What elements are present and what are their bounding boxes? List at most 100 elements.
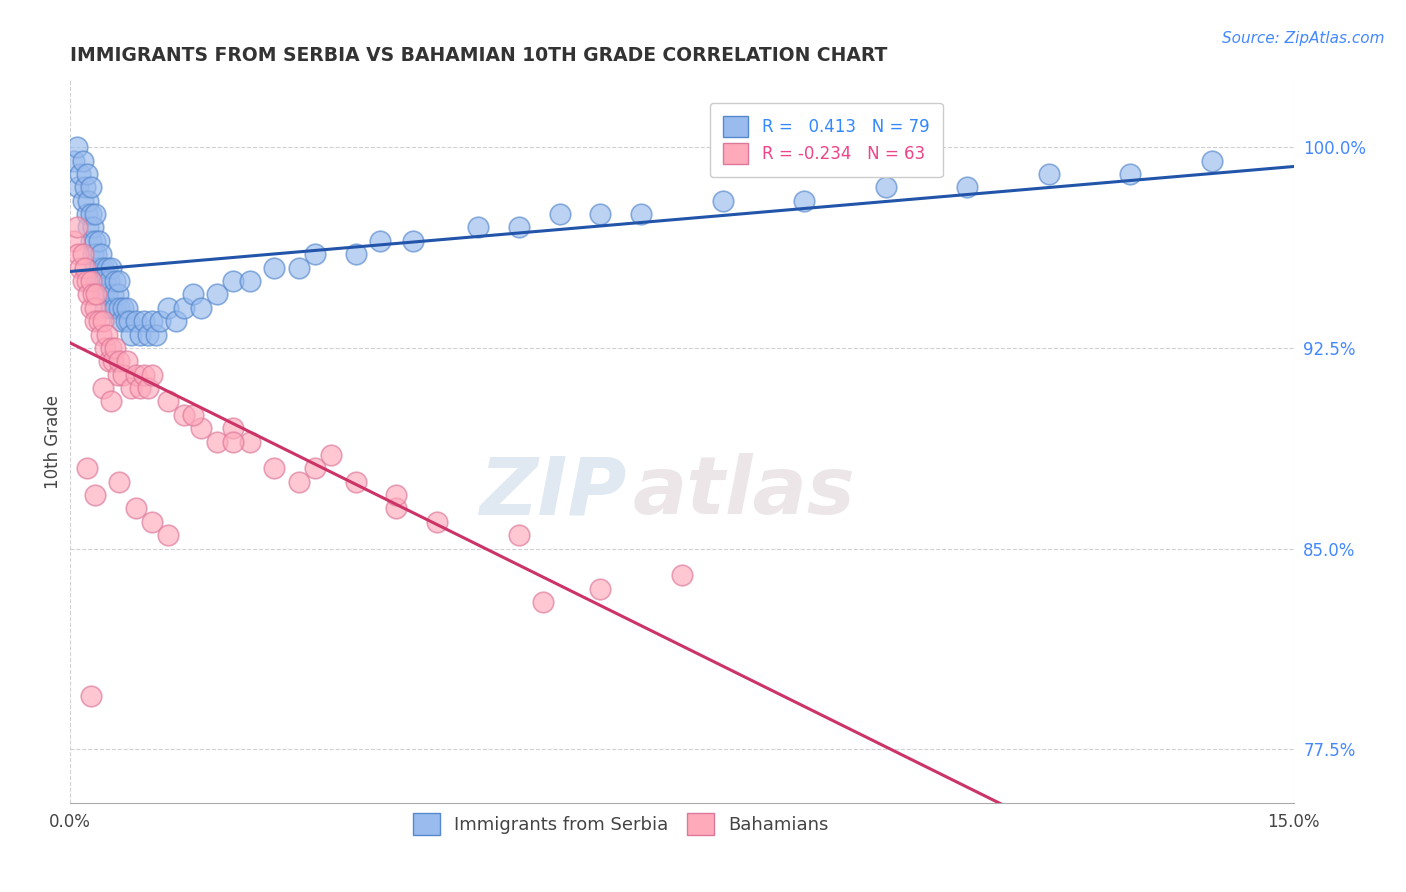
Point [121, 381, 143, 395]
Point [793, 194, 815, 208]
Y-axis label: 10th Grade: 10th Grade [44, 394, 62, 489]
Point [875, 180, 897, 194]
Legend: Immigrants from Serbia, Bahamians: Immigrants from Serbia, Bahamians [404, 805, 838, 845]
Point [83, 314, 105, 328]
Point [128, 381, 150, 395]
Point [79, 180, 103, 194]
Point [66, 140, 89, 154]
Point [91, 381, 114, 395]
Point [86, 287, 108, 301]
Point [76, 167, 98, 181]
Point [287, 475, 309, 489]
Point [385, 501, 408, 516]
Point [107, 368, 129, 382]
Point [67, 180, 90, 194]
Point [76, 207, 98, 221]
Point [110, 314, 132, 328]
Point [87, 314, 110, 328]
Point [205, 287, 228, 301]
Point [136, 327, 159, 342]
Point [117, 354, 139, 368]
Point [98, 354, 121, 368]
Point [132, 368, 155, 382]
Point [321, 448, 343, 462]
Point [181, 408, 204, 422]
Point [83, 488, 105, 502]
Point [77, 287, 100, 301]
Point [72, 194, 94, 208]
Point [76, 461, 98, 475]
Point [101, 287, 124, 301]
Point [1201, 153, 1223, 168]
Point [82, 287, 104, 301]
Point [91, 260, 114, 275]
Point [157, 394, 180, 409]
Point [181, 287, 204, 301]
Point [190, 421, 212, 435]
Point [63, 234, 86, 248]
Point [157, 301, 180, 315]
Point [165, 314, 187, 328]
Point [508, 528, 530, 542]
Point [149, 314, 172, 328]
Point [671, 568, 693, 582]
Point [91, 314, 114, 328]
Point [98, 274, 121, 288]
Point [72, 153, 94, 168]
Text: atlas: atlas [633, 453, 856, 531]
Point [222, 434, 245, 449]
Point [173, 408, 195, 422]
Text: Source: ZipAtlas.com: Source: ZipAtlas.com [1222, 31, 1385, 46]
Point [100, 341, 122, 355]
Point [100, 394, 122, 409]
Point [145, 327, 167, 342]
Text: ZIP: ZIP [479, 453, 627, 531]
Point [66, 220, 89, 235]
Point [91, 287, 114, 301]
Point [263, 260, 285, 275]
Point [79, 301, 103, 315]
Point [73, 260, 96, 275]
Point [112, 301, 135, 315]
Point [79, 689, 103, 703]
Point [239, 274, 262, 288]
Point [136, 381, 159, 395]
Point [79, 274, 103, 288]
Point [630, 207, 652, 221]
Point [93, 341, 115, 355]
Point [124, 368, 146, 382]
Point [344, 247, 367, 261]
Point [96, 287, 118, 301]
Point [83, 234, 105, 248]
Point [287, 260, 309, 275]
Point [104, 341, 127, 355]
Point [82, 220, 104, 235]
Point [83, 301, 105, 315]
Point [108, 301, 131, 315]
Point [304, 461, 326, 475]
Point [87, 234, 110, 248]
Point [508, 220, 530, 235]
Point [222, 421, 245, 435]
Point [589, 582, 612, 596]
Point [93, 301, 115, 315]
Point [426, 515, 449, 529]
Point [83, 260, 105, 275]
Point [86, 247, 108, 261]
Point [157, 528, 180, 542]
Point [121, 327, 143, 342]
Point [108, 475, 131, 489]
Point [108, 274, 131, 288]
Point [83, 207, 105, 221]
Point [86, 274, 108, 288]
Point [117, 301, 139, 315]
Point [956, 180, 979, 194]
Point [531, 595, 554, 609]
Point [107, 287, 129, 301]
Point [239, 434, 262, 449]
Point [101, 354, 124, 368]
Point [132, 314, 155, 328]
Point [96, 260, 118, 275]
Point [67, 247, 90, 261]
Point [72, 274, 94, 288]
